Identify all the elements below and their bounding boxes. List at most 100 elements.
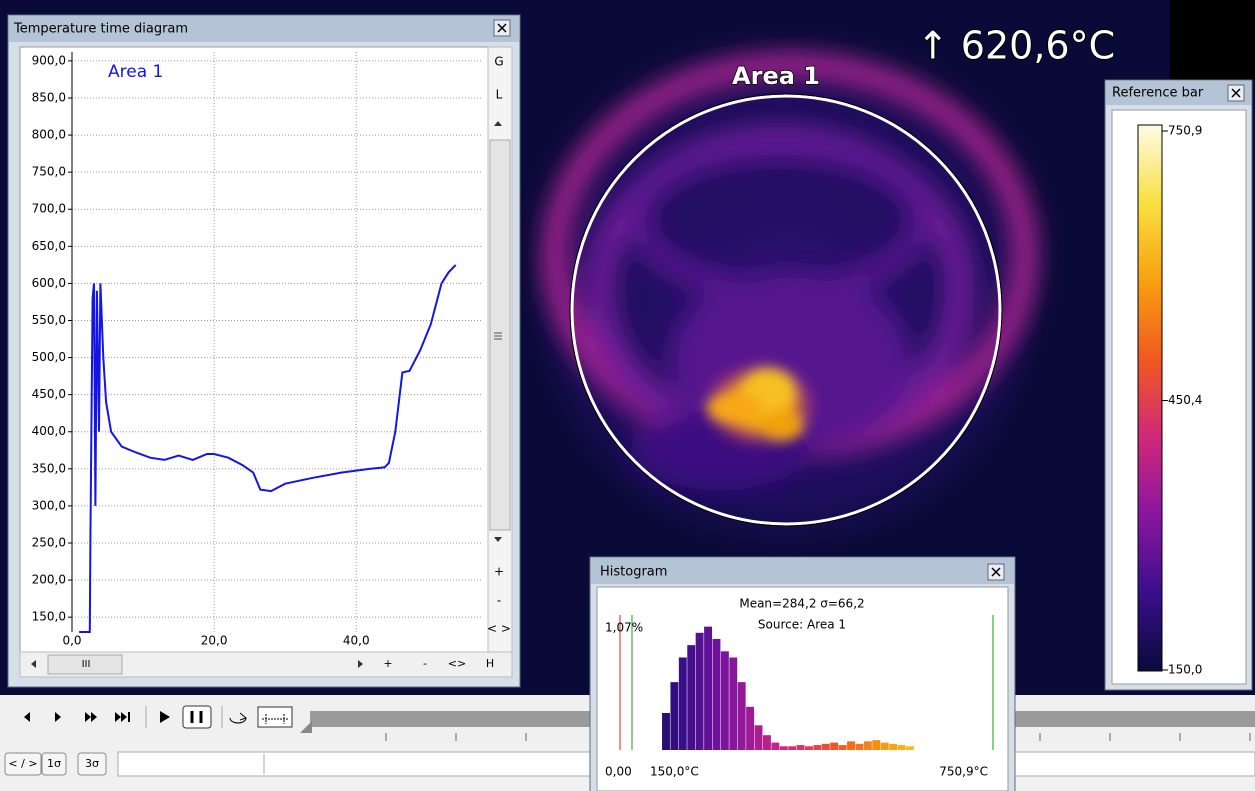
histogram-bar bbox=[729, 657, 738, 750]
scroll-thumb[interactable] bbox=[47, 654, 123, 675]
title-bar bbox=[9, 16, 519, 42]
y-tick-label: 500,0 bbox=[32, 350, 66, 364]
histogram-bar bbox=[830, 742, 839, 750]
side-button[interactable]: + bbox=[494, 565, 504, 579]
close-button[interactable] bbox=[1227, 84, 1245, 102]
scroll-button[interactable]: H bbox=[486, 657, 494, 670]
y-tick-label: 550,0 bbox=[32, 313, 66, 327]
area-label: Area 1 bbox=[732, 62, 820, 90]
histogram-bar bbox=[855, 743, 864, 750]
side-scroll-thumb[interactable] bbox=[489, 139, 511, 531]
legend-entry: Area 1 bbox=[108, 62, 163, 82]
annotation: Source: Area 1 bbox=[758, 618, 846, 632]
status-field bbox=[117, 751, 591, 777]
y-tick-label: 0,00 bbox=[605, 765, 632, 779]
area-circle-outline bbox=[569, 93, 1003, 527]
histogram-bar bbox=[695, 632, 704, 750]
histogram-bar bbox=[897, 745, 906, 750]
scroll-button[interactable]: + bbox=[383, 657, 392, 670]
toolbar-button-label: 1σ bbox=[47, 757, 61, 770]
histogram-bar bbox=[754, 725, 763, 750]
histogram-bar bbox=[670, 682, 679, 750]
histogram-bar bbox=[905, 746, 914, 750]
toolbar-button[interactable] bbox=[4, 752, 42, 776]
scroll-button[interactable]: <> bbox=[448, 657, 466, 670]
histogram-bar bbox=[746, 706, 755, 750]
side-button[interactable]: L bbox=[496, 88, 503, 102]
y-tick-label: 1,07% bbox=[605, 621, 643, 635]
series-line bbox=[79, 264, 457, 633]
histogram-bar bbox=[720, 651, 729, 750]
side-button[interactable]: - bbox=[497, 594, 501, 608]
area-circle[interactable] bbox=[570, 94, 1002, 526]
reference-window: Reference bar bbox=[1104, 79, 1253, 691]
histogram-bar bbox=[771, 742, 780, 750]
scale-label: 150,0 bbox=[1168, 663, 1202, 677]
x-tick-label: 150,0°C bbox=[650, 765, 699, 779]
plot-panel bbox=[596, 586, 1009, 791]
x-tick-label: 0,0 bbox=[62, 634, 81, 648]
histogram-bar bbox=[880, 742, 889, 750]
x-tick-label: 750,9°C bbox=[939, 765, 988, 779]
window-title: Temperature time diagram bbox=[13, 22, 188, 37]
scroll-thumb-grip: III bbox=[82, 659, 91, 670]
slider-ticks bbox=[385, 733, 1251, 741]
toolbar-button-label: < / > bbox=[8, 757, 37, 770]
hot-spot bbox=[700, 360, 820, 450]
y-tick-label: 350,0 bbox=[32, 461, 66, 475]
histogram-bar bbox=[687, 645, 696, 750]
title-bar bbox=[591, 558, 1014, 584]
separator bbox=[145, 706, 223, 728]
side-button[interactable]: G bbox=[494, 55, 503, 69]
scale-label: 750,9 bbox=[1168, 124, 1202, 138]
range-button[interactable] bbox=[257, 706, 293, 728]
y-tick-label: 650,0 bbox=[32, 239, 66, 253]
y-tick-label: 800,0 bbox=[32, 128, 66, 142]
y-tick-label: 200,0 bbox=[32, 573, 66, 587]
histogram-bar bbox=[838, 745, 847, 750]
color-scale bbox=[1137, 124, 1163, 672]
max-temperature: ↑ 620,6°C bbox=[917, 24, 1115, 68]
status-field bbox=[1014, 751, 1255, 777]
histogram-bar bbox=[779, 746, 788, 750]
y-tick-label: 150,0 bbox=[32, 610, 66, 624]
range-icon bbox=[262, 714, 288, 724]
loop-button[interactable] bbox=[229, 712, 248, 724]
histogram-bar bbox=[788, 746, 797, 750]
histogram-bar bbox=[737, 682, 746, 750]
histogram-bar bbox=[889, 743, 898, 750]
annotation: Mean=284,2 σ=66,2 bbox=[739, 597, 864, 611]
title-bar bbox=[1106, 81, 1251, 105]
histogram-bar bbox=[678, 657, 687, 750]
y-tick-label: 850,0 bbox=[32, 90, 66, 104]
histogram-bar bbox=[847, 741, 855, 750]
histogram-bar bbox=[863, 741, 872, 750]
toolbar-button-label: 3σ bbox=[85, 757, 99, 770]
y-tick-label: 750,0 bbox=[32, 165, 66, 179]
toolbar-button[interactable] bbox=[77, 752, 107, 776]
histogram-bar bbox=[796, 745, 805, 750]
playback-buttons[interactable] bbox=[24, 711, 170, 723]
panel bbox=[1111, 109, 1247, 685]
histogram-bar bbox=[821, 743, 830, 750]
close-button[interactable] bbox=[493, 19, 511, 37]
pause-icon bbox=[190, 711, 203, 723]
slider-handle[interactable] bbox=[300, 721, 312, 733]
y-tick-label: 900,0 bbox=[32, 53, 66, 67]
y-tick-label: 450,0 bbox=[32, 387, 66, 401]
side-button[interactable]: < > bbox=[487, 622, 511, 636]
y-tick-label: 250,0 bbox=[32, 535, 66, 549]
scroll-button[interactable]: - bbox=[423, 657, 427, 670]
x-tick-label: 40,0 bbox=[343, 634, 370, 648]
y-tick-label: 600,0 bbox=[32, 276, 66, 290]
pause-button[interactable] bbox=[182, 705, 212, 729]
toolbar-button[interactable] bbox=[41, 752, 67, 776]
x-tick-label: 20,0 bbox=[201, 634, 228, 648]
y-tick-label: 300,0 bbox=[32, 498, 66, 512]
histogram-bar bbox=[813, 745, 822, 750]
close-button[interactable] bbox=[987, 563, 1005, 581]
scale-label: 450,4 bbox=[1168, 393, 1202, 407]
temperature-window: Temperature time diagram III bbox=[7, 14, 521, 688]
y-tick-label: 700,0 bbox=[32, 202, 66, 216]
